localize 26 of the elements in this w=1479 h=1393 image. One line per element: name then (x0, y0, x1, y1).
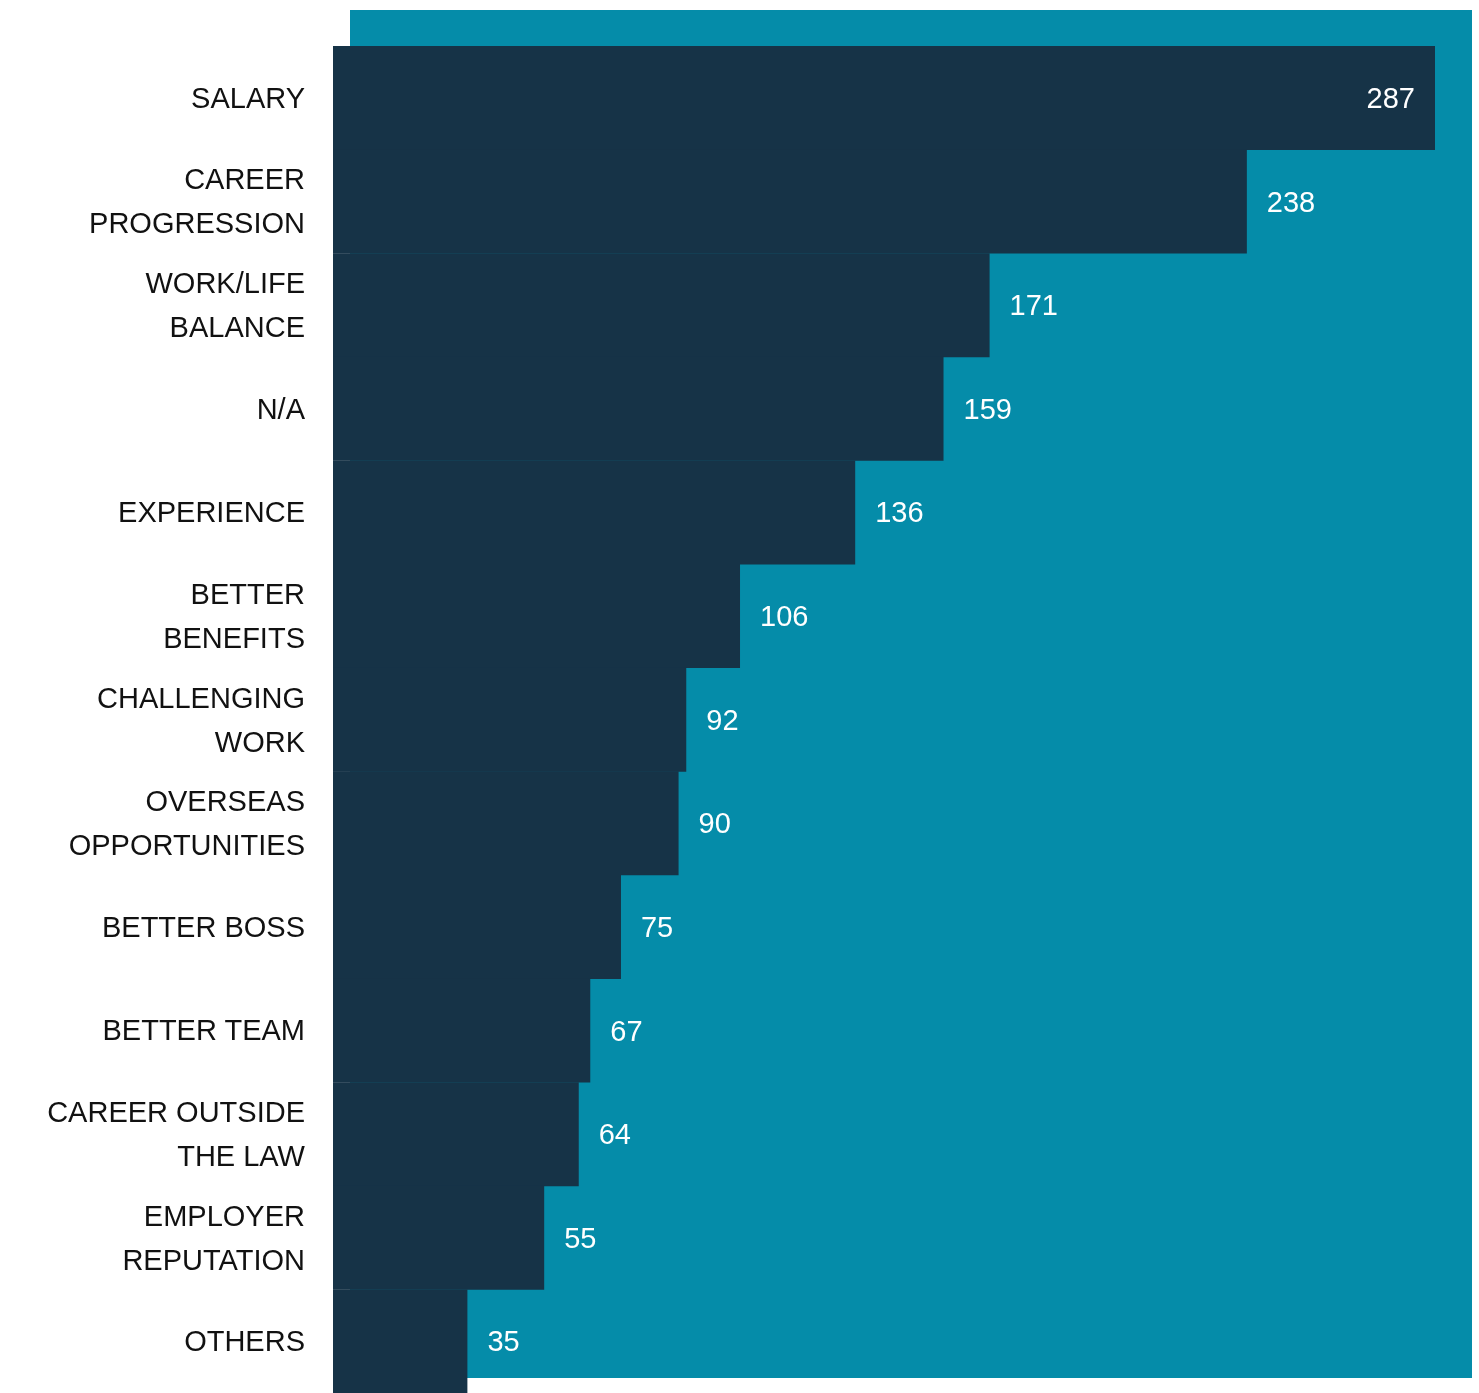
data-label: 106 (760, 600, 809, 633)
y-tick-label: CHALLENGING WORK (97, 681, 306, 758)
y-tick-label: BETTER BENEFITS (163, 577, 305, 654)
y-tick-label: CAREER PROGRESSION (89, 163, 305, 240)
y-tick-label: EXPERIENCE (118, 496, 305, 529)
data-label: 64 (598, 1118, 632, 1151)
data-label: 92 (706, 703, 739, 736)
data-label: 90 (698, 807, 731, 840)
data-label: 287 (1366, 82, 1415, 114)
data-label: 171 (1009, 289, 1058, 322)
data-label: 238 (1266, 185, 1316, 218)
data-label: 75 (640, 910, 674, 943)
y-tick-label: CAREER OUTSIDE THE LAW (47, 1095, 306, 1172)
data-label: 67 (610, 1014, 643, 1047)
y-tick-label: SALARY (191, 81, 305, 114)
y-tick-label: EMPLOYER REPUTATION (122, 1199, 305, 1276)
y-tick-label: OVERSEAS OPPORTUNITIES (68, 785, 305, 862)
data-label: 136 (875, 496, 924, 529)
y-tick-label: WORK/LIFE BALANCE (145, 267, 305, 344)
data-label: 55 (564, 1221, 597, 1254)
data-label: 35 (487, 1325, 520, 1358)
y-tick-label: N/A (256, 392, 306, 425)
data-label: 159 (963, 392, 1012, 425)
y-tick-label: OTHERS (184, 1325, 305, 1358)
y-tick-label: BETTER TEAM (102, 1014, 305, 1047)
y-tick-label: BETTER BOSS (101, 910, 305, 943)
